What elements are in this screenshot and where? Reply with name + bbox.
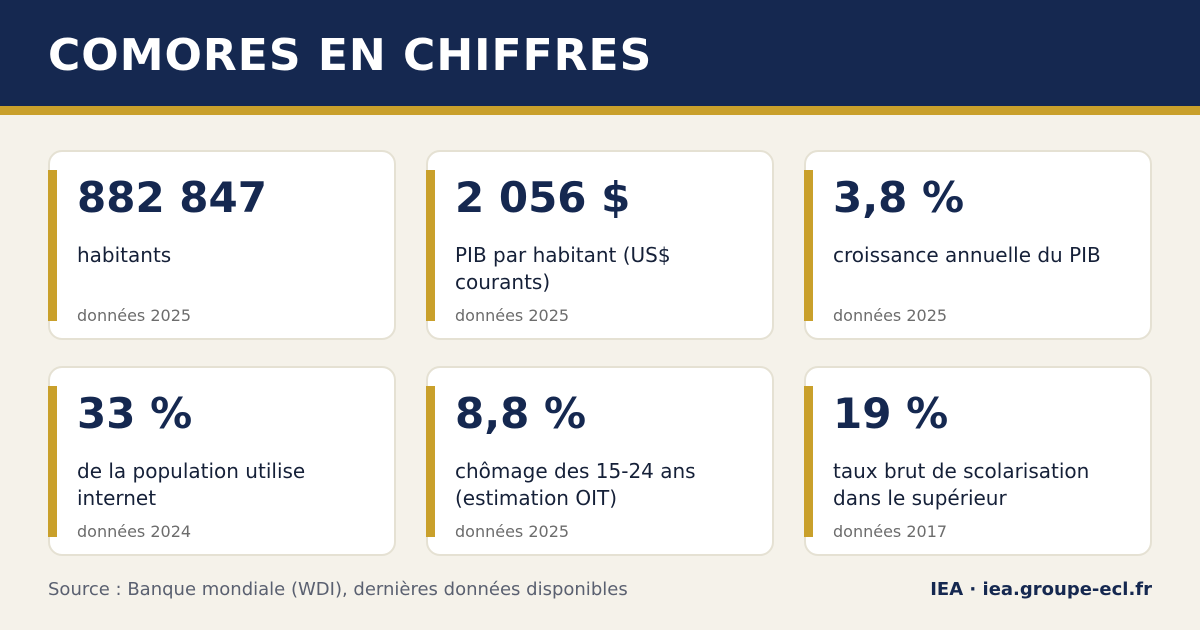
stat-value: 33 %: [77, 389, 193, 438]
card-accent-bar: [426, 170, 435, 321]
stat-card-gdp-growth: 3,8 % croissance annuelle du PIB données…: [804, 150, 1152, 340]
stat-value: 8,8 %: [455, 389, 587, 438]
stat-value: 882 847: [77, 173, 267, 222]
stat-card-youth-unemployment: 8,8 % chômage des 15-24 ans (estimation …: [426, 366, 774, 556]
stat-card-internet-usage: 33 % de la population utilise internet d…: [48, 366, 396, 556]
stat-year: données 2024: [77, 522, 192, 541]
stat-label: taux brut de scolarisation dans le supér…: [833, 459, 1090, 510]
stat-year: données 2017: [833, 522, 948, 541]
stat-label: croissance annuelle du PIB: [833, 243, 1101, 267]
header-banner: COMORES EN CHIFFRES: [0, 0, 1200, 106]
card-accent-bar: [804, 170, 813, 321]
header-divider: [0, 106, 1200, 115]
stat-label: PIB par habitant (US$ courants): [455, 243, 671, 294]
stat-card-gdp-per-capita: 2 056 $ PIB par habitant (US$ courants) …: [426, 150, 774, 340]
card-accent-bar: [48, 170, 57, 321]
stat-value: 3,8 %: [833, 173, 965, 222]
stat-label: chômage des 15-24 ans (estimation OIT): [455, 459, 696, 510]
card-accent-bar: [804, 386, 813, 537]
page-title: COMORES EN CHIFFRES: [48, 30, 653, 81]
stat-label: habitants: [77, 243, 172, 267]
stat-card-population: 882 847 habitants données 2025: [48, 150, 396, 340]
stat-year: données 2025: [455, 306, 570, 325]
card-accent-bar: [426, 386, 435, 537]
stat-value: 2 056 $: [455, 173, 631, 222]
source-note: Source : Banque mondiale (WDI), dernière…: [48, 579, 628, 600]
stat-card-tertiary-enrollment: 19 % taux brut de scolarisation dans le …: [804, 366, 1152, 556]
stat-year: données 2025: [833, 306, 948, 325]
stat-label: de la population utilise internet: [77, 459, 306, 510]
stat-year: données 2025: [455, 522, 570, 541]
stat-value: 19 %: [833, 389, 949, 438]
brand-credit: IEA · iea.groupe-ecl.fr: [930, 579, 1152, 600]
stat-year: données 2025: [77, 306, 192, 325]
card-accent-bar: [48, 386, 57, 537]
